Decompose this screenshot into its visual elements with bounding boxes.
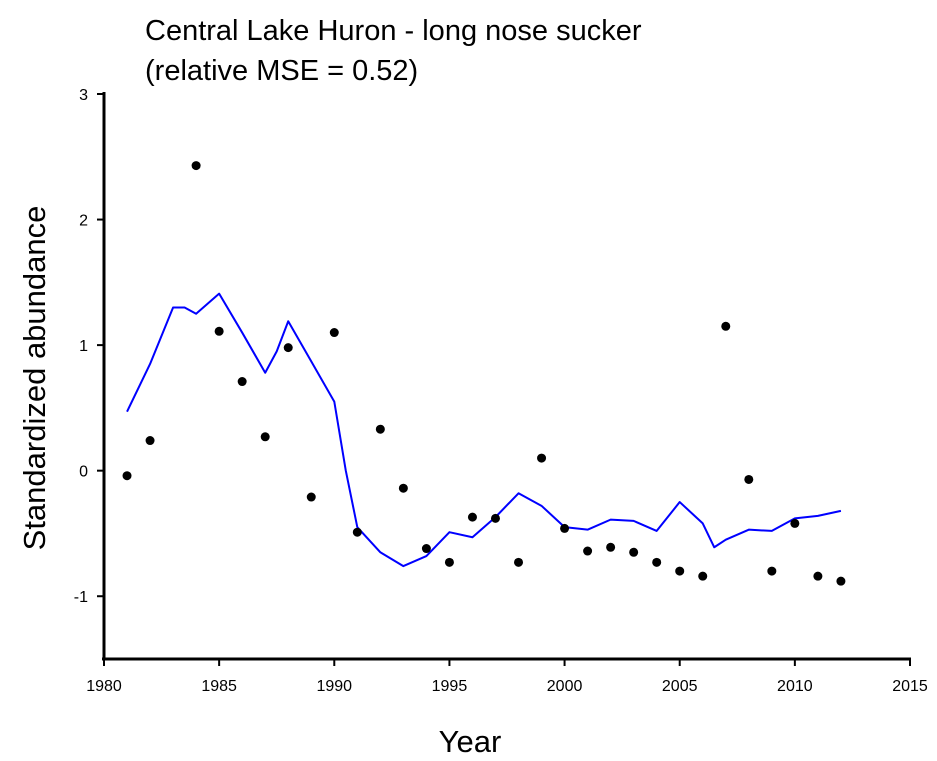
data-point (467, 512, 477, 522)
data-point (629, 547, 639, 557)
x-tick-label: 2015 (892, 678, 928, 695)
data-point (122, 471, 132, 481)
data-point (560, 523, 570, 533)
x-tick-label: 1985 (201, 678, 237, 695)
y-tick-label: 0 (79, 464, 88, 481)
x-tick-label: 1990 (316, 678, 352, 695)
x-tick-label: 1995 (432, 678, 468, 695)
data-point (306, 492, 316, 502)
x-tick-label: 1980 (86, 678, 122, 695)
y-tick-label: 2 (79, 213, 88, 230)
data-point (813, 571, 823, 581)
data-point (583, 546, 593, 556)
data-point (790, 518, 800, 528)
data-point (652, 557, 662, 567)
fit-line (126, 292, 842, 568)
data-point (375, 424, 385, 434)
x-tick-label: 2010 (777, 678, 813, 695)
chart-title: (relative MSE = 0.52) (145, 55, 418, 87)
data-point (490, 513, 500, 523)
y-tick-label: 3 (79, 87, 88, 104)
data-point (421, 544, 431, 554)
x-tick-label: 2005 (662, 678, 698, 695)
y-tick-label: -1 (74, 589, 88, 606)
data-point (514, 557, 524, 567)
data-point (537, 453, 547, 463)
data-point (237, 377, 247, 387)
data-point (744, 474, 754, 484)
data-point (214, 326, 224, 336)
y-axis-label: Standardized abundance (17, 206, 52, 551)
data-point (145, 436, 155, 446)
data-point (329, 328, 339, 338)
chart-title: Central Lake Huron - long nose sucker (145, 15, 642, 47)
data-point (283, 343, 293, 353)
y-tick-label: 1 (79, 338, 88, 355)
data-point (352, 527, 362, 537)
data-point (698, 571, 708, 581)
data-point (721, 321, 731, 331)
x-tick-label: 2000 (547, 678, 583, 695)
data-point (767, 566, 777, 576)
data-point (191, 161, 201, 171)
data-point (260, 432, 270, 442)
data-point (675, 566, 685, 576)
data-point (836, 576, 846, 586)
x-axis-label: Year (439, 724, 502, 759)
data-point (398, 483, 408, 493)
data-point (444, 557, 454, 567)
data-point (606, 542, 616, 552)
